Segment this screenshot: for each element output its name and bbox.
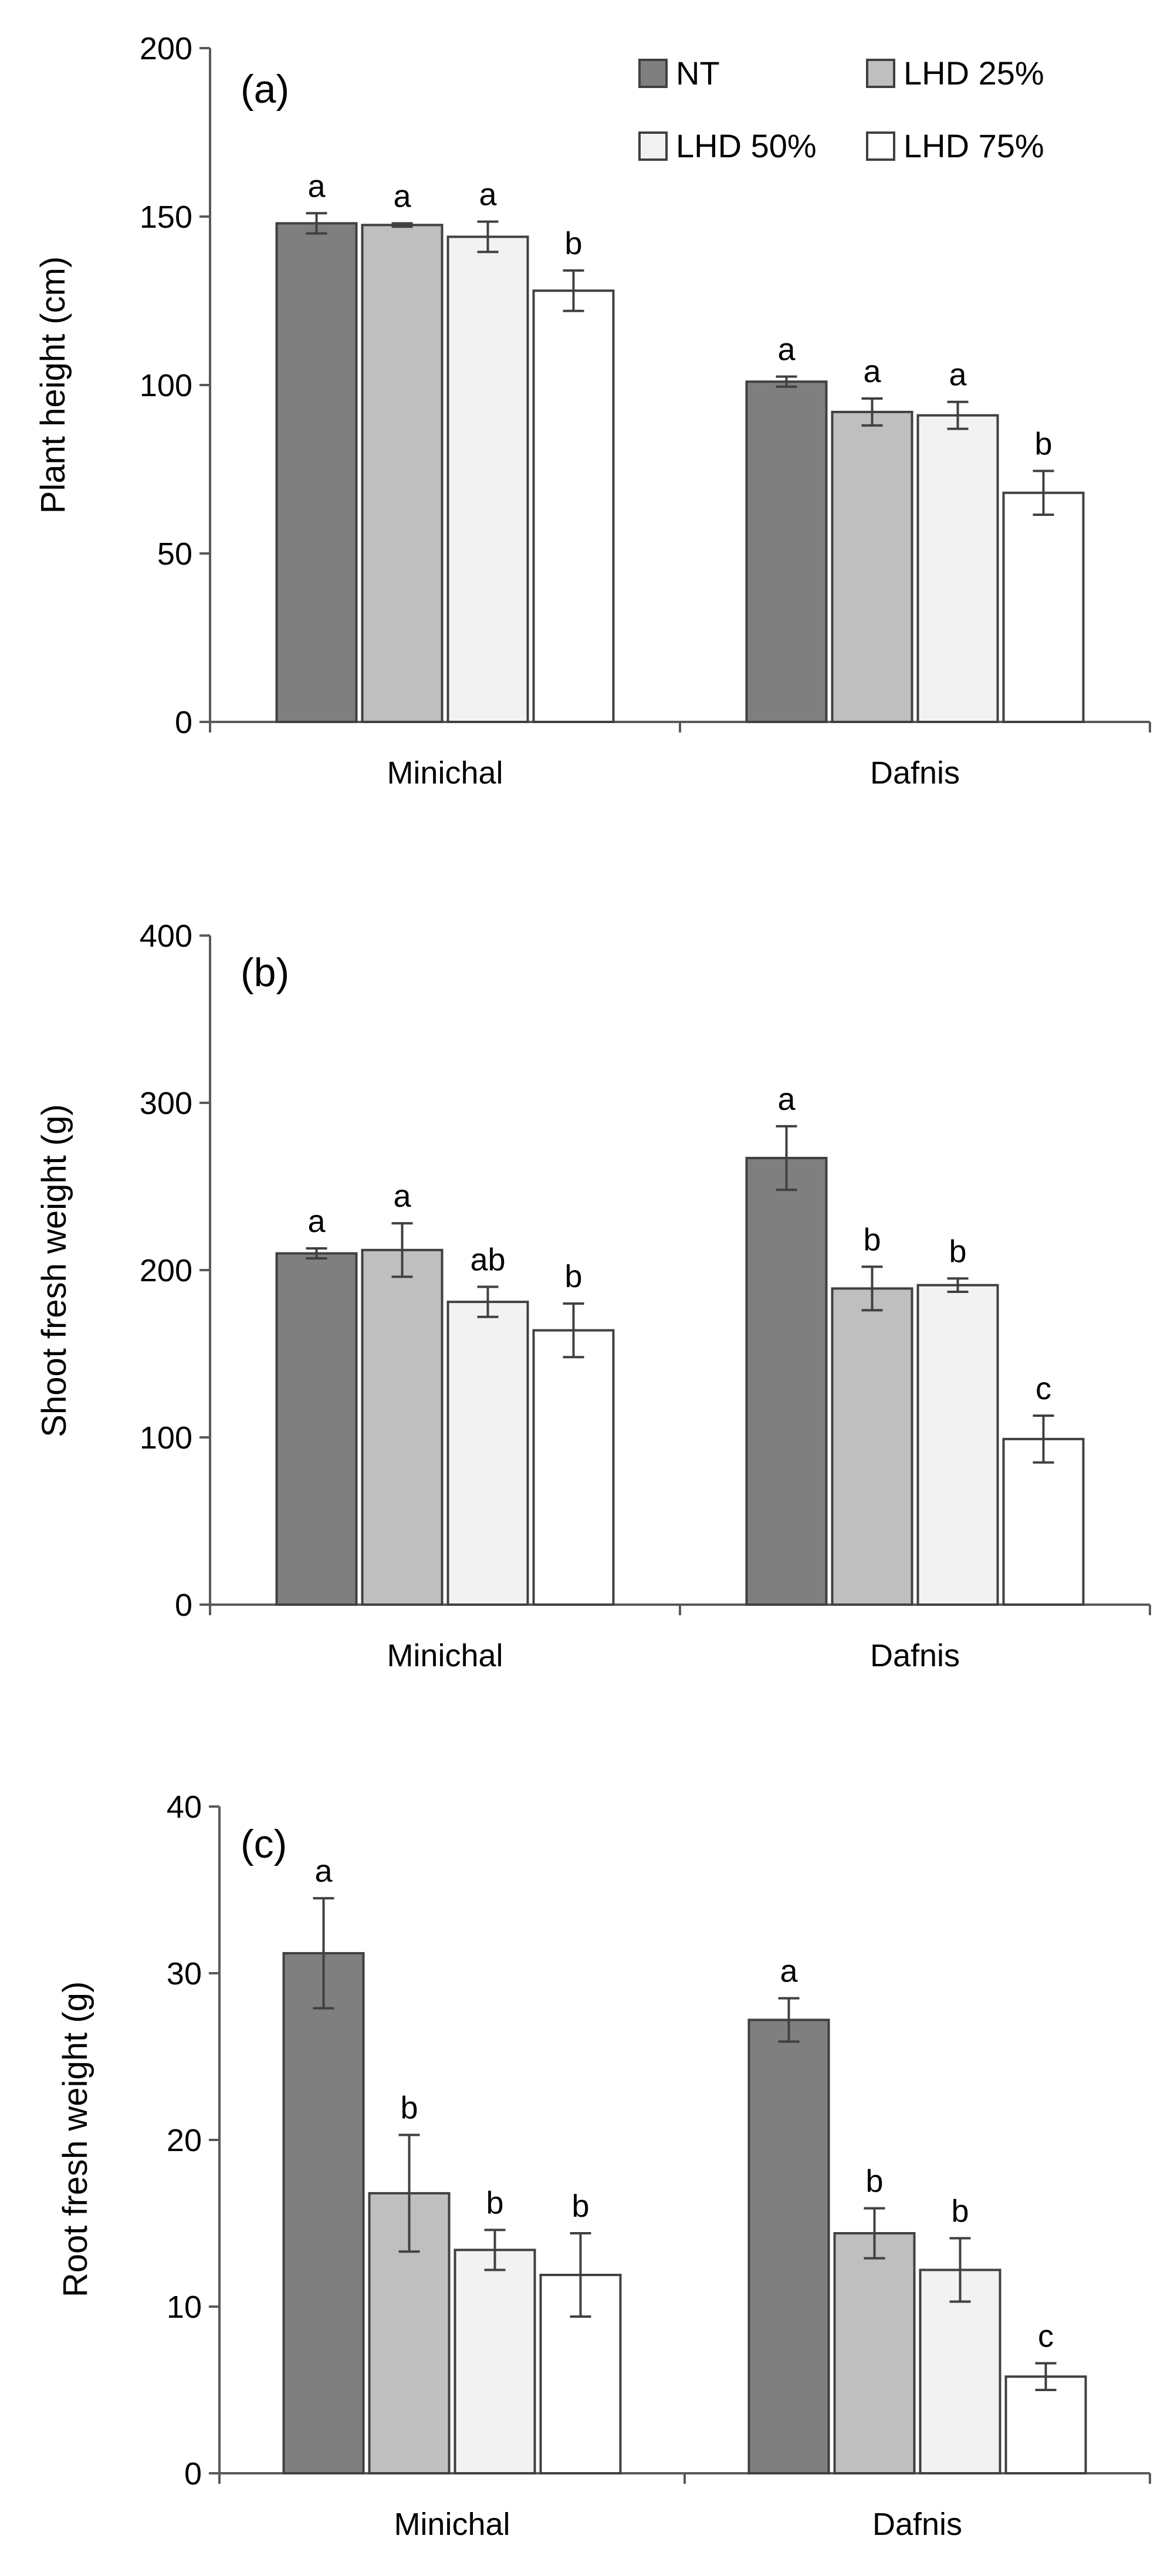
bar-nt-dafnis: [745, 380, 828, 723]
significance-letter: a: [307, 1204, 326, 1239]
y-tick-label: 200: [140, 1253, 192, 1288]
bar-lhd-75-minichal: [532, 289, 615, 723]
bar-lhd-50-dafnis: [916, 414, 999, 723]
x-tick-label: Dafnis: [870, 1638, 960, 1673]
significance-letter: a: [949, 357, 967, 393]
significance-letter: a: [777, 332, 796, 367]
bar-lhd-25-minichal: [361, 1248, 444, 1606]
legend-swatch: [866, 59, 895, 88]
significance-letter: a: [307, 168, 326, 204]
panel-label: (c): [241, 1822, 287, 1866]
bar-lhd-75-minichal: [539, 2274, 622, 2475]
bar-lhd-25-dafnis: [831, 1287, 913, 1606]
bar-lhd-25-dafnis: [833, 2232, 916, 2475]
y-tick-label: 0: [184, 2456, 202, 2491]
significance-letter: a: [393, 1179, 411, 1214]
panel-label: (a): [241, 67, 289, 112]
bar-lhd-75-dafnis: [1002, 1437, 1085, 1606]
significance-letter: b: [571, 2189, 589, 2224]
significance-letter: b: [863, 1222, 881, 1257]
bar-nt-dafnis: [745, 1157, 828, 1606]
significance-letter: a: [314, 1853, 333, 1889]
significance-letter: b: [1034, 426, 1052, 461]
bar-nt-dafnis: [747, 2018, 830, 2474]
bar-lhd-50-dafnis: [919, 2268, 1001, 2475]
y-tick-label: 40: [167, 1790, 202, 1825]
significance-letter: b: [486, 2185, 503, 2220]
x-tick-label: Dafnis: [872, 2507, 962, 2542]
significance-letter: b: [949, 1234, 966, 1269]
y-tick-label: 50: [157, 536, 192, 572]
y-tick-label: 200: [140, 31, 192, 66]
bar-lhd-25-minichal: [361, 224, 444, 724]
bar-lhd-75-dafnis: [1002, 491, 1085, 723]
bar-lhd-75-minichal: [532, 1329, 615, 1606]
legend-swatch: [866, 131, 895, 161]
y-tick-label: 400: [140, 919, 192, 954]
significance-letter: b: [564, 226, 582, 261]
legend-label: LHD 50%: [676, 127, 817, 164]
y-axis-label: Shoot fresh weight (g): [35, 1104, 73, 1437]
x-tick-label: Minichal: [387, 755, 503, 791]
x-tick-label: Minichal: [394, 2507, 510, 2542]
y-tick-label: 10: [167, 2290, 202, 2325]
significance-letter: a: [777, 1082, 796, 1117]
significance-letter: c: [1036, 1371, 1051, 1406]
legend-swatch: [638, 131, 668, 161]
y-tick-label: 20: [167, 2123, 202, 2158]
chart-panel-b: 0 100 200 300 400 Shoot fresh weight (g) (b) Mi…: [35, 919, 1151, 1673]
y-tick-label: 300: [140, 1086, 192, 1121]
bar-lhd-50-minichal: [446, 1301, 529, 1606]
significance-letter: a: [393, 178, 411, 214]
legend-swatch: [638, 59, 668, 88]
bar-nt-minichal: [282, 1952, 365, 2474]
legend-label: LHD 25%: [904, 55, 1044, 92]
significance-letter: b: [865, 2163, 883, 2199]
bar-lhd-50-minichal: [454, 2248, 536, 2474]
bar-lhd-50-minichal: [446, 235, 529, 723]
significance-letter: a: [479, 177, 497, 212]
legend: NT LHD 25% LHD 50% LHD 75%: [638, 55, 1044, 164]
y-tick-label: 100: [140, 1420, 192, 1456]
y-axis-label: Plant height (cm): [34, 256, 72, 514]
bar-lhd-75-dafnis: [1004, 2375, 1087, 2475]
x-tick-label: Minichal: [387, 1638, 503, 1673]
x-tick-label: Dafnis: [870, 755, 960, 791]
y-tick-label: 100: [140, 368, 192, 403]
bar-nt-minichal: [275, 222, 358, 724]
y-tick-label: 150: [140, 200, 192, 235]
significance-letter: b: [951, 2194, 969, 2229]
legend-label: NT: [676, 55, 720, 92]
y-tick-label: 0: [175, 705, 192, 740]
significance-letter: c: [1038, 2319, 1054, 2354]
significance-letter: a: [863, 354, 881, 389]
y-axis-label: Root fresh weight (g): [56, 1981, 94, 2297]
bar-lhd-50-dafnis: [916, 1284, 999, 1606]
bar-lhd-25-dafnis: [831, 410, 913, 723]
significance-letter: b: [400, 2090, 418, 2125]
y-tick-label: 0: [175, 1588, 192, 1623]
y-tick-label: 30: [167, 1956, 202, 1991]
legend-label: LHD 75%: [904, 127, 1044, 164]
panel-label: (b): [241, 950, 289, 995]
significance-letter: a: [780, 1954, 798, 1989]
significance-letter: ab: [470, 1243, 505, 1278]
bar-nt-minichal: [275, 1252, 358, 1606]
significance-letter: b: [564, 1259, 582, 1294]
chart-panel-c: 0 10 20 30 40 Root fresh weight (g) (c) Minicha…: [56, 1790, 1151, 2542]
chart-panel-a: 0 50 100 150 200 Plant height (cm) (a) Minichal…: [34, 31, 1151, 791]
